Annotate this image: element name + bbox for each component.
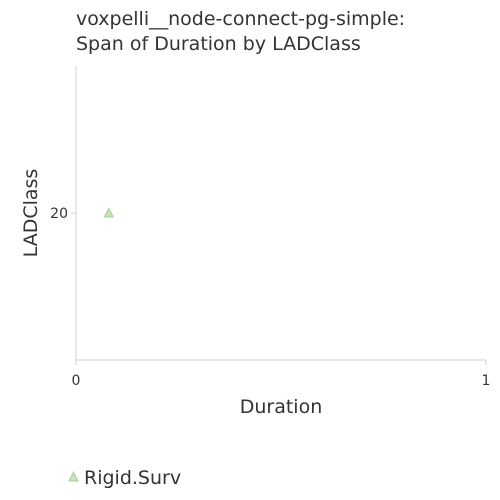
x-tick-label: 1 — [482, 373, 491, 389]
data-point-triangle — [103, 207, 115, 218]
legend-label-rigid-surv: Rigid.Surv — [84, 467, 181, 489]
legend-marker-triangle — [68, 470, 79, 482]
chart-title-line-1: voxpelli__node-connect-pg-simple: — [76, 8, 405, 30]
chart-title-line-2: Span of Duration by LADClass — [76, 33, 361, 55]
x-axis-label: Duration — [240, 396, 323, 418]
y-tick-label: 20 — [50, 206, 68, 222]
legend: Rigid.Surv — [68, 467, 181, 489]
x-tick-label: 0 — [72, 373, 81, 389]
chart-title: voxpelli__node-connect-pg-simple: Span o… — [76, 8, 405, 55]
data-points — [103, 207, 115, 218]
y-axis-label: LADClass — [20, 169, 42, 258]
y-axis-ticks: 20 — [50, 206, 76, 222]
